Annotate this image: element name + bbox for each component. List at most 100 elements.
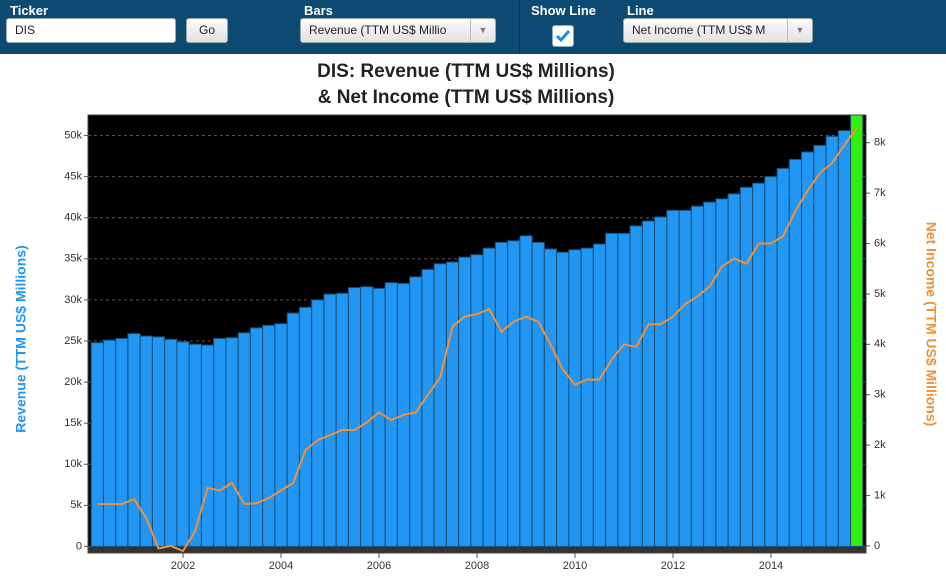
- bar: [127, 333, 141, 547]
- line-select[interactable]: Net Income (TTM US$ M ▼: [623, 18, 813, 43]
- bar: [262, 324, 276, 547]
- divider: [519, 0, 520, 54]
- chart: DIS: Revenue (TTM US$ Millions) & Net In…: [13, 61, 940, 572]
- bar: [90, 342, 104, 547]
- y2-tick-label: 1k: [874, 489, 886, 501]
- bar: [470, 254, 484, 547]
- bar: [347, 287, 362, 547]
- bar: [715, 198, 729, 547]
- bar: [335, 292, 349, 547]
- x-tick-label: 2004: [269, 560, 293, 572]
- line-label: Line: [627, 3, 654, 18]
- check-path: [555, 30, 571, 43]
- toolbar: Ticker DIS Go Bars Revenue (TTM US$ Mill…: [0, 0, 946, 54]
- bar: [519, 235, 533, 547]
- dropdown-arrow: ▼: [470, 19, 495, 42]
- bar: [445, 261, 460, 547]
- y-tick-label: 35k: [64, 253, 82, 265]
- bar: [421, 268, 435, 547]
- bar: [605, 232, 619, 547]
- y-tick-label: 50k: [64, 129, 82, 141]
- bar: [494, 241, 509, 547]
- bar: [286, 312, 300, 547]
- line-value: Net Income (TTM US$ M: [632, 23, 766, 37]
- bar: [813, 144, 827, 547]
- bar: [433, 263, 447, 547]
- bar: [164, 338, 178, 547]
- bar: [507, 240, 521, 547]
- y2-tick-label: 7k: [874, 187, 886, 199]
- bar: [666, 209, 680, 547]
- check-mark: [555, 30, 571, 43]
- y-tick-label: 30k: [64, 294, 82, 306]
- bar: [568, 249, 582, 547]
- bar: [384, 282, 398, 547]
- bar: [764, 176, 778, 547]
- bar: [837, 130, 852, 547]
- dropdown-arrow: ▼: [787, 19, 812, 42]
- y-tick-label: 10k: [64, 458, 82, 470]
- y-tick-label: 20k: [64, 376, 82, 388]
- bar: [801, 151, 815, 547]
- bar: [311, 299, 325, 547]
- bar: [629, 225, 643, 547]
- bars-select[interactable]: Revenue (TTM US$ Millio ▼: [300, 18, 496, 43]
- bar: [703, 201, 717, 547]
- bar: [323, 293, 337, 547]
- ticker-label: Ticker: [10, 3, 49, 18]
- ticker-input[interactable]: DIS: [6, 18, 176, 43]
- bar: [225, 337, 239, 547]
- y-tick-label: 25k: [64, 335, 82, 347]
- y2-tick-label: 3k: [874, 389, 886, 401]
- x-tick-label: 2006: [367, 560, 391, 572]
- y2-tick-label: 8k: [874, 137, 886, 149]
- bar: [752, 182, 766, 547]
- y-tick-label: 15k: [64, 417, 82, 429]
- bar: [249, 327, 264, 547]
- y-tick-label: 0: [76, 540, 82, 552]
- bar: [102, 339, 117, 547]
- bar: [213, 338, 227, 547]
- bar: [200, 344, 215, 547]
- bar: [678, 209, 692, 547]
- x-tick-label: 2002: [171, 560, 195, 572]
- y2-axis-label: Net Income (TTM US$ Millions): [923, 222, 939, 427]
- bar: [360, 286, 374, 547]
- bar: [237, 332, 251, 547]
- y2-tick-label: 4k: [874, 338, 886, 350]
- y2-tick-label: 6k: [874, 237, 886, 249]
- bar: [654, 216, 668, 547]
- bar: [825, 135, 839, 547]
- y2-tick-label: 2k: [874, 439, 886, 451]
- line-series: [97, 127, 858, 553]
- go-button[interactable]: Go: [186, 18, 228, 43]
- bar: [115, 338, 129, 547]
- bar: [739, 186, 754, 547]
- y2-tick-label: 0: [874, 540, 880, 552]
- bars-label: Bars: [304, 3, 333, 18]
- bar: [556, 251, 570, 547]
- bar: [458, 256, 472, 547]
- bar: [592, 243, 607, 547]
- bar: [139, 335, 153, 547]
- bar: [727, 193, 741, 547]
- x-tick-label: 2012: [661, 560, 685, 572]
- bar: [482, 247, 496, 547]
- bar-highlighted: [850, 114, 864, 547]
- bar: [531, 241, 545, 547]
- chart-title: DIS: Revenue (TTM US$ Millions): [317, 61, 615, 82]
- x-tick-label: 2010: [563, 560, 587, 572]
- show-line-label: Show Line: [531, 3, 596, 18]
- show-line-checkbox[interactable]: [552, 25, 574, 47]
- bar: [151, 336, 166, 547]
- plot-border: [87, 114, 867, 554]
- bar: [372, 287, 386, 547]
- x-tick-label: 2014: [759, 560, 783, 572]
- bar: [617, 232, 631, 547]
- bar: [274, 323, 288, 547]
- y-tick-label: 5k: [70, 499, 82, 511]
- bar: [543, 248, 558, 547]
- y-tick-label: 45k: [64, 171, 82, 183]
- y2-tick-label: 5k: [874, 288, 886, 300]
